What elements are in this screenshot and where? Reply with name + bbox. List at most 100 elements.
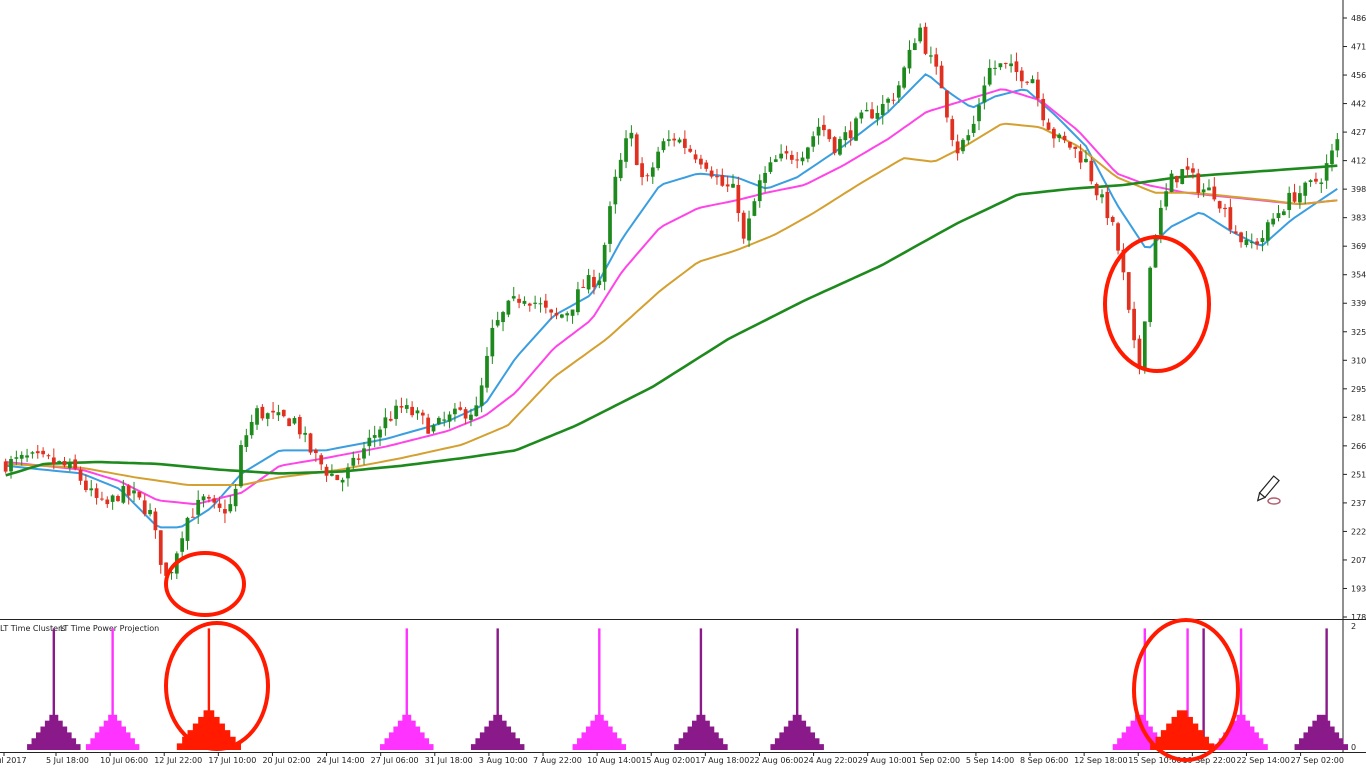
cluster-spike bbox=[496, 628, 499, 750]
candle-body bbox=[1164, 191, 1169, 207]
candle bbox=[1308, 179, 1313, 187]
candle bbox=[634, 132, 639, 166]
candle-body bbox=[966, 135, 971, 141]
candle bbox=[67, 458, 72, 472]
candle-body bbox=[469, 414, 473, 421]
time-tick-label: 29 Aug 10:00 bbox=[858, 756, 912, 765]
candle-body bbox=[880, 103, 885, 115]
candle-body bbox=[233, 488, 238, 507]
candle-body bbox=[666, 139, 671, 141]
candle bbox=[682, 130, 687, 155]
candle bbox=[1068, 141, 1072, 150]
candle-body bbox=[1303, 182, 1308, 196]
candle-body bbox=[511, 296, 516, 299]
candle-body bbox=[495, 320, 500, 326]
candle-body bbox=[661, 141, 666, 151]
candle bbox=[624, 130, 628, 169]
candle bbox=[608, 201, 612, 253]
candle-body bbox=[41, 450, 45, 455]
candle bbox=[196, 490, 201, 524]
candle bbox=[998, 63, 1003, 71]
candle bbox=[453, 402, 457, 422]
candle bbox=[843, 126, 848, 148]
candle-body bbox=[255, 408, 259, 425]
candle-body bbox=[490, 327, 495, 357]
candle-body bbox=[1116, 223, 1120, 251]
candle bbox=[725, 175, 730, 193]
candle bbox=[260, 404, 265, 421]
candle-body bbox=[30, 452, 35, 454]
candle-body bbox=[570, 309, 575, 316]
candle-body bbox=[1078, 151, 1083, 163]
annotation-circle-cluster-july bbox=[164, 621, 270, 751]
candle-body bbox=[110, 495, 115, 502]
candle bbox=[89, 480, 94, 497]
candle-body bbox=[356, 458, 361, 460]
candle bbox=[100, 491, 104, 502]
candle bbox=[896, 81, 901, 103]
time-tick-label: 12 Jul 22:00 bbox=[154, 756, 202, 765]
price-tick-label: 193 bbox=[1351, 584, 1366, 593]
price-tick-label: 383 bbox=[1351, 214, 1366, 223]
candle-body bbox=[848, 130, 853, 139]
candle bbox=[811, 131, 816, 152]
candle-body bbox=[1084, 158, 1088, 163]
cluster-spike bbox=[1325, 628, 1328, 750]
time-tick-label: 24 Aug 22:00 bbox=[804, 756, 858, 765]
cluster-block bbox=[1214, 744, 1268, 750]
candle-body bbox=[1169, 173, 1174, 192]
cluster-block bbox=[1112, 744, 1167, 750]
price-tick-label: 486 bbox=[1351, 14, 1366, 23]
price-tick-label: 339 bbox=[1351, 299, 1366, 308]
candle-body bbox=[287, 418, 291, 427]
candle bbox=[736, 176, 741, 222]
cluster-block bbox=[90, 738, 135, 750]
candle bbox=[1164, 183, 1169, 211]
candle-body bbox=[372, 435, 377, 438]
candle-body bbox=[816, 126, 821, 136]
candle-body bbox=[132, 490, 136, 494]
candle-body bbox=[645, 175, 650, 177]
candle bbox=[78, 466, 83, 485]
candle-body bbox=[923, 26, 928, 54]
candle-body bbox=[297, 417, 302, 435]
candle bbox=[650, 162, 655, 184]
candle-body bbox=[929, 55, 933, 57]
candle bbox=[212, 494, 217, 509]
price-tick-label: 456 bbox=[1351, 71, 1366, 80]
candle bbox=[586, 268, 591, 294]
candle bbox=[463, 407, 468, 425]
cluster-spike bbox=[111, 628, 114, 750]
candle-body bbox=[217, 503, 222, 508]
candle-body bbox=[1142, 321, 1147, 369]
candle bbox=[335, 474, 340, 481]
candle-body bbox=[249, 421, 254, 436]
candle-body bbox=[1030, 79, 1035, 84]
candle bbox=[511, 286, 516, 302]
candle bbox=[105, 496, 110, 508]
candle-body bbox=[62, 461, 67, 466]
candle bbox=[918, 23, 923, 44]
candle bbox=[228, 495, 233, 514]
candle bbox=[62, 456, 67, 468]
candle-body bbox=[789, 154, 794, 160]
time-tick-label: 7 Aug 22:00 bbox=[533, 756, 582, 765]
candle bbox=[346, 463, 350, 487]
candle-body bbox=[116, 496, 120, 502]
cluster-block bbox=[475, 738, 520, 750]
candle-body bbox=[351, 457, 356, 466]
candle bbox=[688, 144, 693, 153]
candle-body bbox=[223, 509, 227, 514]
candle bbox=[1298, 185, 1302, 209]
candle bbox=[495, 311, 500, 328]
candle-body bbox=[25, 455, 29, 458]
candle bbox=[399, 397, 404, 413]
candle-body bbox=[313, 449, 318, 454]
candle-body bbox=[864, 109, 869, 112]
candle-body bbox=[415, 410, 420, 414]
candle bbox=[1319, 178, 1324, 193]
candle bbox=[57, 460, 62, 465]
candle bbox=[19, 451, 24, 466]
candle-body bbox=[795, 159, 800, 161]
candle-body bbox=[394, 405, 398, 419]
